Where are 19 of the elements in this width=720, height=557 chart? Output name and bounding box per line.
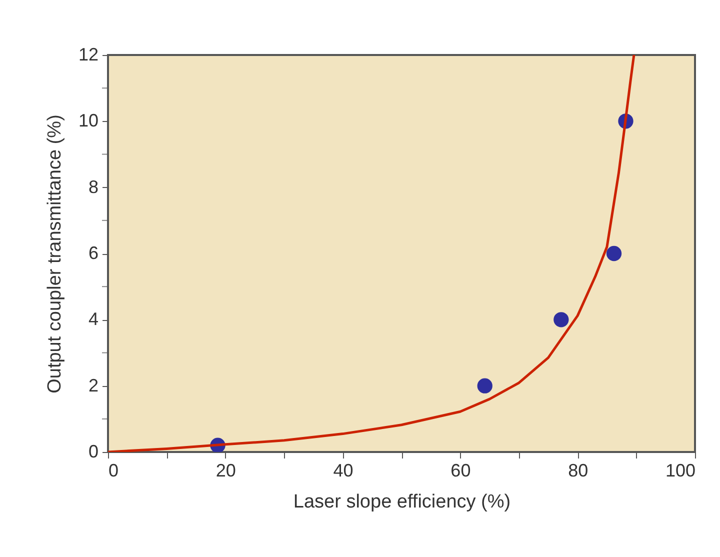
x-tick-label: 100 xyxy=(665,460,696,480)
point xyxy=(554,312,569,328)
y-tick-label: 0 xyxy=(88,442,98,462)
y-tick-label: 4 xyxy=(88,309,98,330)
x-axis-title: Laser slope efficiency (%) xyxy=(293,492,511,512)
x-tick-label: 60 xyxy=(450,460,471,480)
point xyxy=(477,378,492,394)
x-tick-label: 40 xyxy=(333,460,354,480)
x-tick-label: 20 xyxy=(216,460,236,480)
y-tick-label: 12 xyxy=(78,44,98,64)
x-tick-label: 80 xyxy=(568,460,588,480)
x-tick-label: 0 xyxy=(108,460,119,480)
y-tick-label: 8 xyxy=(88,176,98,197)
y-tick-label: 6 xyxy=(88,243,98,263)
y-axis-title: Output coupler transmittance (%) xyxy=(44,114,66,394)
point xyxy=(606,246,622,262)
line-series xyxy=(108,55,636,452)
y-tick-label: 10 xyxy=(78,110,98,131)
y-tick-label: 2 xyxy=(88,375,98,396)
